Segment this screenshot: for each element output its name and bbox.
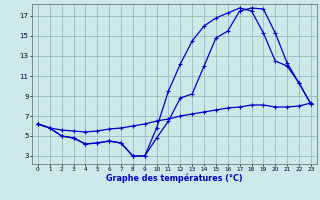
X-axis label: Graphe des températures (°C): Graphe des températures (°C) (106, 174, 243, 183)
